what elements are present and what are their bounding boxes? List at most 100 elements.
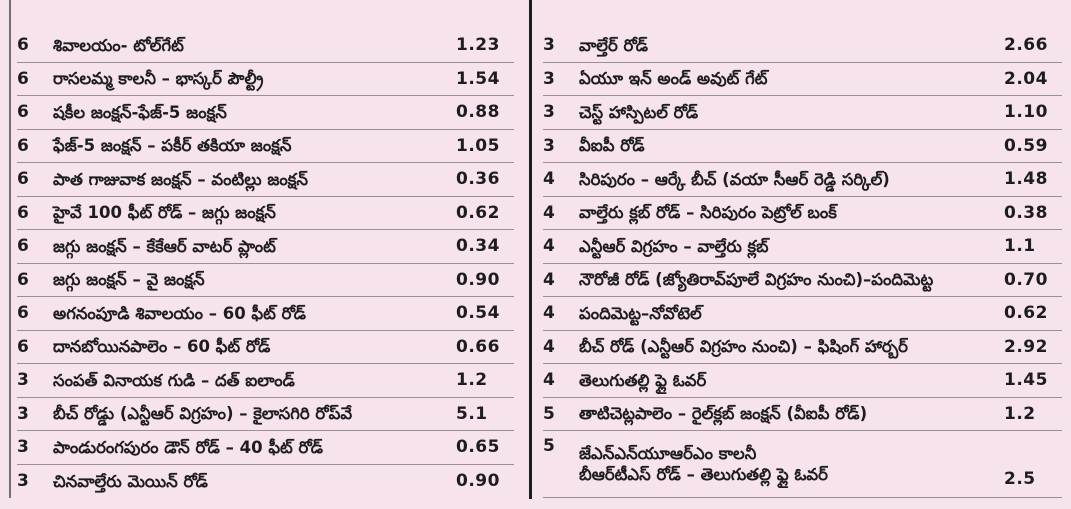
column-divider-rule xyxy=(529,0,532,499)
table-row: 6 శివాలయం- టోల్‌గేట్ 1.23 xyxy=(17,29,514,63)
route-name-cell: షకీల జంక్షన్-ఫేజ్-5 జంక్షన్ xyxy=(53,102,456,123)
route-name-line1: ఏయూ ఇన్ అండ్ అవుట్ గేట్ xyxy=(579,69,768,89)
table-row: 3 పాండురంగపురం డౌన్ రోడ్ – 40 ఫీట్ రోడ్ … xyxy=(17,431,514,465)
distance-km-cell: 1.2 xyxy=(456,370,488,391)
route-count-cell: 6 xyxy=(17,68,29,89)
route-count-cell: 6 xyxy=(17,336,29,357)
route-name-cell: దానబోయినపాలెం – 60 ఫీట్ రోడ్ xyxy=(53,336,456,357)
distance-km-cell: 0.70 xyxy=(1004,269,1048,290)
route-name-cell: తాటిచెట్లపాలెం – రైల్‌క్లబ్ జంక్షన్ (వీఐ… xyxy=(579,403,1004,424)
distance-km-cell: 5.1 xyxy=(456,403,488,424)
distance-km-cell: 0.36 xyxy=(456,169,500,190)
route-name-line1: చినవాల్తేరు మెయిన్ రోడ్ xyxy=(53,471,208,491)
route-name-cell: బీచ్ రోడ్ (ఎన్టీఆర్ విగ్రహం నుంచి) – ఫిష… xyxy=(579,336,1004,357)
route-count-cell: 3 xyxy=(17,437,29,458)
route-name-cell: నౌరోజీ రోడ్ (జ్యోతిరావ్‌పూలే విగ్రహం నుం… xyxy=(579,269,1004,290)
table-row: 6 అగనంపూడి శివాలయం – 60 ఫీట్ రోడ్ 0.54 xyxy=(17,297,514,331)
route-count-cell: 3 xyxy=(543,135,555,156)
table-row: 3 ఏయూ ఇన్ అండ్ అవుట్ గేట్ 2.04 xyxy=(543,63,1062,96)
route-name-cell: రాసలమ్మ కాలనీ – భాస్కర్ పౌల్ట్రీ xyxy=(53,68,456,89)
distance-km-cell: 1.1 xyxy=(1004,236,1036,257)
route-name-cell: ఏయూ ఇన్ అండ్ అవుట్ గేట్ xyxy=(579,68,1004,89)
distance-km-cell: 1.45 xyxy=(1004,370,1048,391)
route-name-line1: పందిమెట్ట–నోవోటెల్ xyxy=(579,303,702,323)
route-count-cell: 6 xyxy=(17,303,29,324)
route-name-cell: పందిమెట్ట–నోవోటెల్ xyxy=(579,303,1004,324)
route-count-cell: 4 xyxy=(543,370,555,391)
route-count-cell: 5 xyxy=(543,403,555,424)
distance-km-cell: 0.62 xyxy=(456,202,500,223)
distance-km-cell: 0.34 xyxy=(456,236,500,257)
table-row: 4 పందిమెట్ట–నోవోటెల్ 0.62 xyxy=(543,297,1062,331)
route-count-cell: 4 xyxy=(543,236,555,257)
route-count-cell: 3 xyxy=(543,68,555,89)
table-row: 4 ఎన్టీఆర్ విగ్రహం – వాల్తేరు క్లబ్ 1.1 xyxy=(543,230,1062,264)
route-name-line1: శివాలయం- టోల్‌గేట్ xyxy=(53,35,184,55)
table-row: 6 జగ్గు జంక్షన్ – కేకేఆర్ వాటర్ ప్లాంట్ … xyxy=(17,230,514,264)
route-name-cell: వాల్తేర్ రోడ్ xyxy=(579,35,1004,56)
route-name-cell: వీఐపీ రోడ్ xyxy=(579,135,1004,156)
table-row: 5 జేఎన్ఎన్‌యూఆర్ఎం కాలనీ బీఆర్‌టీఎస్ రోడ… xyxy=(543,431,1062,498)
route-count-cell: 3 xyxy=(543,35,555,56)
route-name-cell: పాండురంగపురం డౌన్ రోడ్ – 40 ఫీట్ రోడ్ xyxy=(53,437,456,458)
route-count-cell: 6 xyxy=(17,169,29,190)
table-row: 6 షకీల జంక్షన్-ఫేజ్-5 జంక్షన్ 0.88 xyxy=(17,96,514,130)
route-count-cell: 3 xyxy=(17,403,29,424)
route-name-cell: పాత గాజువాక జంక్షన్ – వంటిల్లు జంక్షన్ xyxy=(53,169,456,190)
table-row: 3 చినవాల్తేరు మెయిన్ రోడ్ 0.90 xyxy=(17,465,514,499)
route-name-line1: దానబోయినపాలెం – 60 ఫీట్ రోడ్ xyxy=(53,337,271,357)
table-row: 6 జగ్గు జంక్షన్ – వై జంక్షన్ 0.90 xyxy=(17,264,514,297)
distance-km-cell: 0.90 xyxy=(456,471,500,492)
table-row: 4 తెలుగుతల్లి ఫ్లై ఓవర్ 1.45 xyxy=(543,364,1062,398)
route-name-cell: చినవాల్తేరు మెయిన్ రోడ్ xyxy=(53,471,456,492)
route-name-line1: షకీల జంక్షన్-ఫేజ్-5 జంక్షన్ xyxy=(53,102,227,122)
distance-km-cell: 1.2 xyxy=(1004,403,1036,424)
route-count-cell: 4 xyxy=(543,169,555,190)
route-name-cell: వాల్తేరు క్లబ్ రోడ్ – సిరిపురం పెట్రోల్ … xyxy=(579,202,1004,223)
route-name-line1: జేఎన్ఎన్‌యూఆర్ఎం కాలనీ xyxy=(579,443,757,463)
route-name-cell: ఎన్టీఆర్ విగ్రహం – వాల్తేరు క్లబ్ xyxy=(579,236,1004,257)
distance-km-cell: 0.88 xyxy=(456,102,500,123)
distance-km-cell: 2.92 xyxy=(1004,336,1048,357)
table-row: 6 పాత గాజువాక జంక్షన్ – వంటిల్లు జంక్షన్… xyxy=(17,163,514,197)
distance-km-cell: 2.66 xyxy=(1004,35,1048,56)
route-name-cell: తెలుగుతల్లి ఫ్లై ఓవర్ xyxy=(579,370,1004,391)
table-row: 4 సిరిపురం – ఆర్కే బీచ్ (వయా సీఆర్ రెడ్డ… xyxy=(543,163,1062,197)
route-name-cell: ఫేజ్-5 జంక్షన్ – పకీర్ తకియా జంక్షన్ xyxy=(53,135,456,156)
route-count-cell: 6 xyxy=(17,135,29,156)
route-name-line1: నౌరోజీ రోడ్ (జ్యోతిరావ్‌పూలే విగ్రహం నుం… xyxy=(579,270,934,290)
table-row: 4 వాల్తేరు క్లబ్ రోడ్ – సిరిపురం పెట్రోల… xyxy=(543,197,1062,230)
route-name-line2: బీఆర్‌టీఎస్ రోడ్ – తెలుగుతల్లి ఫ్లై ఓవర్ xyxy=(579,465,828,484)
table-row: 3 వీఐపీ రోడ్ 0.59 xyxy=(543,130,1062,163)
distance-km-cell: 2.5 xyxy=(1004,469,1036,489)
route-count-cell: 4 xyxy=(543,202,555,223)
distance-km-cell: 1.48 xyxy=(1004,169,1048,190)
route-name-line1: ఎన్టీఆర్ విగ్రహం – వాల్తేరు క్లబ్ xyxy=(579,236,769,256)
route-name-line1: తెలుగుతల్లి ఫ్లై ఓవర్ xyxy=(579,370,707,390)
table-row: 6 హైవే 100 ఫీట్ రోడ్ – జగ్గు జంక్షన్ 0.6… xyxy=(17,197,514,230)
route-count-cell: 5 xyxy=(543,436,555,456)
table-row: 3 వాల్తేర్ రోడ్ 2.66 xyxy=(543,29,1062,63)
route-name-line1: జగ్గు జంక్షన్ – కేకేఆర్ వాటర్ ప్లాంట్ xyxy=(53,236,276,256)
table-row: 6 ఫేజ్-5 జంక్షన్ – పకీర్ తకియా జంక్షన్ 1… xyxy=(17,130,514,163)
distance-km-cell: 2.04 xyxy=(1004,68,1048,89)
route-count-cell: 6 xyxy=(17,269,29,290)
route-name-cell: శివాలయం- టోల్‌గేట్ xyxy=(53,35,456,56)
route-count-cell: 4 xyxy=(543,303,555,324)
route-name-line1: చెస్ట్ హాస్పిటల్ రోడ్ xyxy=(579,102,699,122)
route-name-line1: సంపత్ వినాయక గుడి – దత్ ఐలాండ్ xyxy=(53,370,295,390)
table-row: 5 తాటిచెట్లపాలెం – రైల్‌క్లబ్ జంక్షన్ (వ… xyxy=(543,398,1062,431)
route-count-cell: 6 xyxy=(17,236,29,257)
route-name-cell: చెస్ట్ హాస్పిటల్ రోడ్ xyxy=(579,102,1004,123)
route-name-line1: తాటిచెట్లపాలెం – రైల్‌క్లబ్ జంక్షన్ (వీఐ… xyxy=(579,404,868,424)
route-name-line1: బీచ్ రోడ్డు (ఎన్టీఆర్ విగ్రహం) – కైలాసగి… xyxy=(53,404,353,424)
left-border-rule xyxy=(9,0,11,498)
route-count-cell: 4 xyxy=(543,336,555,357)
route-count-cell: 6 xyxy=(17,202,29,223)
distance-km-cell: 0.54 xyxy=(456,303,500,324)
distance-km-cell: 0.65 xyxy=(456,437,500,458)
route-name-cell: సిరిపురం – ఆర్కే బీచ్ (వయా సీఆర్ రెడ్డి … xyxy=(579,169,1004,190)
route-count-cell: 3 xyxy=(17,471,29,492)
distance-km-cell: 1.23 xyxy=(456,35,500,56)
